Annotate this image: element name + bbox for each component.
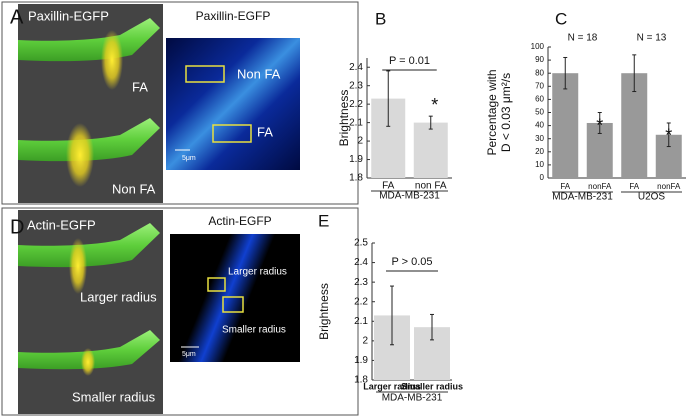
radius-spot [69,238,87,294]
cell-region-label: Non FA [112,181,156,196]
group-note: N = 13 [637,33,667,44]
cell-title: Paxillin-EGFP [28,8,109,23]
y-tick-label: 1.9 [349,154,363,165]
significance-star: * [665,126,672,146]
y-axis-label: Percentage with [485,69,499,155]
y-tick-label: 2.3 [349,80,363,91]
cell-arm [18,223,160,268]
y-tick-label: 1.8 [354,375,368,386]
nonfa-spot [66,123,94,187]
cell-region-label: Larger radius [80,289,157,304]
cell-region-label: FA [132,79,148,94]
panel-letter: D [10,216,24,238]
y-tick-label: 1.8 [349,173,363,184]
micro-image [166,38,300,170]
cell-title: Actin-EGFP [27,217,96,232]
micro-image [170,234,300,362]
x-tick-label: Larger radius [363,381,421,391]
significance-star: * [596,115,603,135]
scale-label: 5μm [182,155,196,162]
y-tick-label: 2 [357,136,363,147]
y-tick-label: 2 [362,335,368,346]
group-label: MDA-MB-231 [552,192,613,203]
bracket-label: P = 0.01 [389,55,430,67]
group-label: U2OS [638,192,666,203]
x-tick-label: Smaller radius [401,381,463,391]
y-tick-label: 2.1 [349,117,363,128]
panel-letter: A [10,6,24,28]
y-tick-label: 60 [535,95,544,104]
panel-a [1,1,359,205]
cell-arm [18,18,160,62]
panel-d [1,207,359,416]
y-axis-label: Brightness [337,90,351,147]
image-region-label: FA [257,124,273,139]
y-tick-label: 50 [535,108,544,117]
cell-arm [18,330,160,370]
bar [413,122,448,178]
bracket-label: P > 0.05 [391,256,432,268]
panel-letter: E [318,211,329,230]
bar [552,73,579,178]
y-tick-label: 20 [535,147,544,156]
y-tick-label: 0 [540,173,545,182]
y-tick-label: 40 [535,121,544,130]
x-tick-label: nonFA [588,182,612,191]
y-tick-label: 70 [535,81,544,90]
y-tick-label: 2.3 [354,277,368,288]
y-tick-label: 2.5 [354,238,368,249]
y-tick-label: 10 [535,160,544,169]
x-tick-label: FA [560,182,570,191]
y-tick-label: 2.4 [349,62,363,73]
group-label: MDA-MB-231 [379,191,440,202]
roi-box [207,277,226,292]
image-title: Paxillin-EGFP [196,9,271,23]
y-tick-label: 80 [535,68,544,77]
y-axis-label: D < 0.03 μm²/s [499,73,513,152]
image-region-label: Non FA [237,66,281,81]
roi-box [212,124,252,143]
x-tick-label: FA [629,182,639,191]
radius-spot [81,348,95,376]
y-tick-label: 30 [535,134,544,143]
y-tick-label: 1.9 [354,355,368,366]
panel-letter: C [555,9,567,28]
y-tick-label: 100 [531,42,545,51]
x-tick-label: FA [382,181,395,192]
fa-spot [101,30,123,90]
y-tick-label: 2.2 [354,296,368,307]
y-axis-label: Brightness [317,283,331,340]
y-tick-label: 2.4 [354,257,368,268]
cell-region-label: Smaller radius [72,389,156,404]
scale-label: 5μm [182,351,196,358]
y-tick-label: 2.2 [349,99,363,110]
roi-box [185,65,225,83]
image-region-label: Larger radius [228,267,287,278]
group-note: N = 18 [568,33,598,44]
x-tick-label: non FA [415,181,447,192]
image-title: Actin-EGFP [208,214,271,228]
x-tick-label: nonFA [657,182,681,191]
group-label: MDA-MB-231 [382,393,443,404]
significance-star: * [431,95,438,115]
y-tick-label: 90 [535,55,544,64]
y-tick-label: 2.1 [354,316,368,327]
roi-box [222,296,244,313]
image-region-label: Smaller radius [222,325,286,336]
panel-letter: B [375,9,386,28]
